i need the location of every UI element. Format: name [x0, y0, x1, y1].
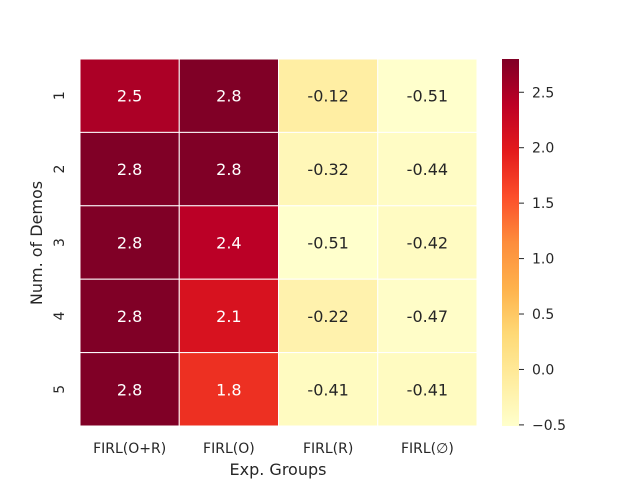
y-tick-label: 1 [52, 91, 68, 100]
heatmap-cell-r3-c4 [377, 205, 478, 280]
heatmap-cell-r2-c1 [79, 131, 180, 207]
y-axis-label: Num. of Demos [27, 181, 46, 305]
x-axis-tick-labels: FIRL(O+R) FIRL(O) FIRL(R) FIRL(∅) [93, 441, 454, 457]
heatmap-cell-r2-c4 [377, 131, 478, 207]
x-axis-label: Exp. Groups [230, 460, 327, 479]
cell-value-label: -0.44 [407, 160, 448, 179]
colorbar-tick-label: −0.5 [532, 418, 566, 434]
heatmap-cells [79, 58, 478, 427]
heatmap-cell-r4-c2 [178, 278, 279, 354]
y-tick-label: 5 [52, 385, 68, 394]
cell-value-label: -0.47 [407, 307, 448, 326]
heatmap-cell-r4-c1 [79, 278, 180, 354]
heatmap-cell-r5-c2 [178, 352, 279, 427]
heatmap-cell-r5-c4 [377, 352, 478, 427]
heatmap-cell-r4-c4 [377, 278, 478, 354]
heatmap-cell-r1-c2 [178, 58, 279, 133]
y-tick-label: 2 [52, 165, 68, 174]
cell-value-label: 2.4 [216, 234, 241, 253]
heatmap-cell-r3-c2 [178, 205, 279, 280]
heatmap-cell-r5-c1 [79, 352, 180, 427]
cell-value-label: 2.8 [216, 160, 241, 179]
colorbar-tick-label: 0.5 [532, 307, 554, 323]
cell-value-label: 2.8 [117, 160, 142, 179]
cell-value-label: 1.8 [216, 380, 241, 399]
cell-value-label: 2.8 [117, 234, 142, 253]
colorbar-gradient [502, 59, 519, 426]
x-tick-label: FIRL(O+R) [93, 441, 166, 457]
colorbar-tick-label: 1.5 [532, 196, 554, 212]
colorbar-tick-labels: 2.5 2.0 1.5 1.0 0.5 0.0 −0.5 [519, 85, 566, 434]
cell-value-label: 2.5 [117, 87, 142, 106]
cell-value-label: -0.22 [307, 307, 348, 326]
colorbar-tick-label: 0.0 [532, 362, 554, 378]
y-tick-label: 4 [52, 311, 68, 320]
x-tick-label: FIRL(R) [303, 441, 353, 457]
cell-value-label: 2.1 [216, 307, 241, 326]
cell-value-label: 2.8 [117, 307, 142, 326]
cell-value-label: 2.8 [117, 380, 142, 399]
x-tick-label: FIRL(∅) [401, 441, 454, 457]
colorbar-tick-label: 2.5 [532, 85, 554, 101]
heatmap-cell-r1-c3 [278, 58, 379, 133]
colorbar-tick-label: 2.0 [532, 141, 554, 157]
cell-value-label: 2.8 [216, 87, 241, 106]
cell-value-label: -0.32 [307, 160, 348, 179]
x-tick-label: FIRL(O) [203, 441, 255, 457]
colorbar-tick-label: 1.0 [532, 252, 554, 268]
heatmap-cell-r5-c3 [278, 352, 379, 427]
heatmap-cell-r1-c1 [79, 58, 180, 133]
cell-value-label: -0.41 [307, 380, 348, 399]
heatmap-cell-r2-c2 [178, 131, 279, 207]
heatmap-cell-labels: 2.5 2.8 -0.12 -0.51 2.8 2.8 -0.32 -0.44 2.8 2.4 -0… [117, 87, 448, 400]
cell-value-label: -0.51 [307, 234, 348, 253]
cell-value-label: -0.51 [407, 87, 448, 106]
cell-value-label: -0.12 [307, 87, 348, 106]
cell-value-label: -0.41 [407, 380, 448, 399]
heatmap-cell-r1-c4 [377, 58, 478, 133]
colorbar: 2.5 2.0 1.5 1.0 0.5 0.0 −0.5 [502, 59, 566, 434]
cell-value-label: -0.42 [407, 234, 448, 253]
y-tick-label: 3 [52, 238, 68, 247]
y-axis-tick-labels: 1 2 3 4 5 [52, 91, 68, 394]
